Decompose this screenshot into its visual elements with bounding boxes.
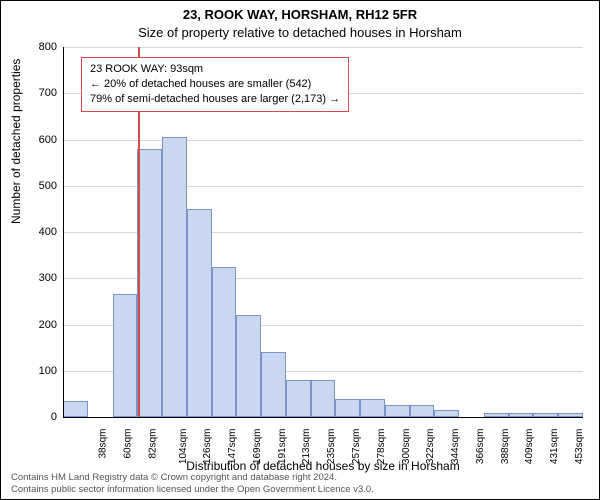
histogram-bar (360, 399, 385, 418)
callout-line: 79% of semi-detached houses are larger (… (90, 92, 340, 107)
callout-line: ← 20% of detached houses are smaller (54… (90, 77, 340, 92)
y-tick-label: 700 (39, 87, 57, 99)
x-tick-label: 235sqm (326, 429, 337, 465)
y-axis-line (63, 47, 64, 417)
histogram-bar (162, 137, 187, 417)
x-tick-label: 453sqm (574, 429, 585, 465)
histogram-bar (137, 149, 162, 417)
histogram-bar (261, 352, 286, 417)
x-tick-label: 257sqm (351, 429, 362, 465)
histogram-bar (410, 405, 435, 417)
gridline (63, 47, 583, 48)
x-axis-line (63, 417, 583, 418)
x-tick-label: 278sqm (376, 429, 387, 465)
chart-container: 23, ROOK WAY, HORSHAM, RH12 5FR Size of … (0, 0, 600, 500)
histogram-bar (286, 380, 311, 417)
x-tick-label: 60sqm (123, 429, 134, 459)
x-tick-label: 126sqm (203, 429, 214, 465)
footer-attribution: Contains HM Land Registry data © Crown c… (11, 472, 589, 495)
gridline (63, 140, 583, 141)
y-axis-label: Number of detached properties (9, 59, 23, 224)
histogram-bar (63, 401, 88, 417)
x-tick-label: 431sqm (549, 429, 560, 465)
x-tick-label: 104sqm (178, 429, 189, 465)
y-tick-label: 400 (39, 226, 57, 238)
callout-line: 23 ROOK WAY: 93sqm (90, 62, 340, 77)
y-tick-label: 100 (39, 365, 57, 377)
histogram-bar (236, 315, 261, 417)
histogram-bar (335, 399, 360, 418)
histogram-bar (385, 405, 410, 417)
footer-line: Contains HM Land Registry data © Crown c… (11, 472, 589, 483)
y-tick-label: 600 (39, 134, 57, 146)
x-tick-label: 191sqm (277, 429, 288, 465)
x-tick-label: 147sqm (227, 429, 238, 465)
x-tick-label: 213sqm (302, 429, 313, 465)
footer-line: Contains public sector information licen… (11, 484, 589, 495)
x-tick-label: 344sqm (450, 429, 461, 465)
y-tick-label: 300 (39, 272, 57, 284)
x-tick-label: 366sqm (475, 429, 486, 465)
histogram-bar (113, 294, 138, 417)
histogram-bar (434, 410, 459, 417)
y-tick-label: 500 (39, 180, 57, 192)
x-tick-label: 388sqm (500, 429, 511, 465)
histogram-bar (311, 380, 336, 417)
callout-box: 23 ROOK WAY: 93sqm ← 20% of detached hou… (81, 57, 349, 112)
histogram-bar (187, 209, 212, 417)
y-tick-label: 800 (39, 41, 57, 53)
x-tick-label: 38sqm (98, 429, 109, 459)
x-tick-label: 169sqm (252, 429, 263, 465)
chart-title-2: Size of property relative to detached ho… (1, 25, 599, 40)
y-tick-label: 0 (51, 411, 57, 423)
x-tick-label: 82sqm (147, 429, 158, 459)
x-tick-label: 322sqm (425, 429, 436, 465)
chart-title-1: 23, ROOK WAY, HORSHAM, RH12 5FR (1, 7, 599, 22)
x-tick-label: 409sqm (524, 429, 535, 465)
y-tick-label: 200 (39, 319, 57, 331)
x-tick-label: 300sqm (401, 429, 412, 465)
histogram-bar (212, 267, 237, 417)
